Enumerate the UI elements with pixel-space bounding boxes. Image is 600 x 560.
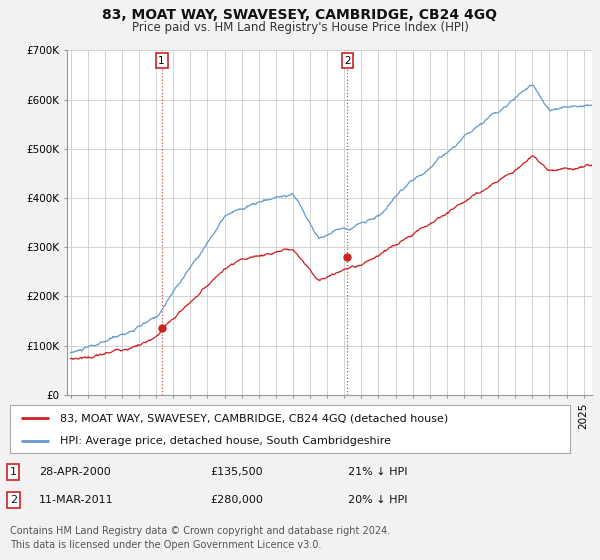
Text: 2: 2 (344, 55, 351, 66)
Text: 83, MOAT WAY, SWAVESEY, CAMBRIDGE, CB24 4GQ: 83, MOAT WAY, SWAVESEY, CAMBRIDGE, CB24 … (103, 8, 497, 22)
Text: Contains HM Land Registry data © Crown copyright and database right 2024.
This d: Contains HM Land Registry data © Crown c… (10, 526, 391, 549)
Text: 2: 2 (10, 495, 17, 505)
Text: £280,000: £280,000 (210, 495, 263, 505)
Text: 1: 1 (158, 55, 165, 66)
Text: 21% ↓ HPI: 21% ↓ HPI (348, 467, 407, 477)
Text: 83, MOAT WAY, SWAVESEY, CAMBRIDGE, CB24 4GQ (detached house): 83, MOAT WAY, SWAVESEY, CAMBRIDGE, CB24 … (61, 413, 449, 423)
Text: HPI: Average price, detached house, South Cambridgeshire: HPI: Average price, detached house, Sout… (61, 436, 391, 446)
Text: £135,500: £135,500 (210, 467, 263, 477)
Text: Price paid vs. HM Land Registry's House Price Index (HPI): Price paid vs. HM Land Registry's House … (131, 21, 469, 34)
Text: 20% ↓ HPI: 20% ↓ HPI (348, 495, 407, 505)
Text: 1: 1 (10, 467, 17, 477)
Text: 11-MAR-2011: 11-MAR-2011 (39, 495, 113, 505)
Text: 28-APR-2000: 28-APR-2000 (39, 467, 111, 477)
